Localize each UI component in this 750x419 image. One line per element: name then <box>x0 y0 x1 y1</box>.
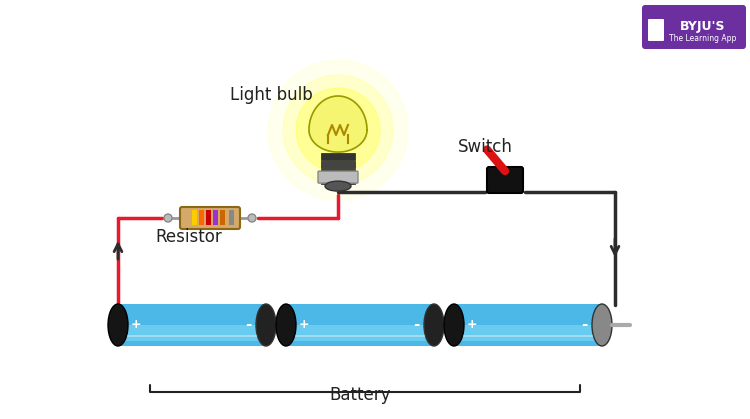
FancyBboxPatch shape <box>458 325 598 341</box>
Text: BYJU'S: BYJU'S <box>680 20 726 33</box>
Bar <box>220 210 224 225</box>
FancyBboxPatch shape <box>283 304 437 346</box>
Bar <box>212 210 217 225</box>
Circle shape <box>296 88 380 172</box>
Text: +: + <box>466 318 477 331</box>
Bar <box>321 169 355 176</box>
FancyBboxPatch shape <box>487 167 523 193</box>
Text: Resistor: Resistor <box>155 228 222 246</box>
FancyBboxPatch shape <box>290 325 430 341</box>
Text: The Learning App: The Learning App <box>669 34 736 42</box>
FancyBboxPatch shape <box>318 171 358 183</box>
Ellipse shape <box>424 304 444 346</box>
FancyBboxPatch shape <box>648 19 664 41</box>
Bar <box>321 161 355 168</box>
Text: Battery: Battery <box>329 386 391 404</box>
Text: +: + <box>298 318 309 331</box>
Bar <box>206 210 211 225</box>
FancyBboxPatch shape <box>115 304 269 346</box>
FancyBboxPatch shape <box>122 325 262 341</box>
Ellipse shape <box>325 181 351 191</box>
FancyBboxPatch shape <box>642 5 746 49</box>
Text: -: - <box>413 318 419 333</box>
Circle shape <box>283 75 393 185</box>
Ellipse shape <box>276 304 296 346</box>
FancyBboxPatch shape <box>180 207 240 229</box>
Circle shape <box>164 214 172 222</box>
Bar <box>191 210 196 225</box>
Bar <box>229 210 233 225</box>
Text: Switch: Switch <box>458 138 513 156</box>
FancyBboxPatch shape <box>451 304 605 346</box>
Circle shape <box>268 60 408 200</box>
Text: -: - <box>580 318 587 333</box>
Text: -: - <box>244 318 251 333</box>
Ellipse shape <box>256 304 276 346</box>
Ellipse shape <box>592 304 612 346</box>
Bar <box>321 177 355 184</box>
Bar <box>321 153 355 160</box>
Ellipse shape <box>108 304 128 346</box>
Circle shape <box>248 214 256 222</box>
Text: +: + <box>130 318 141 331</box>
Ellipse shape <box>444 304 464 346</box>
Polygon shape <box>309 96 367 152</box>
Bar <box>199 210 203 225</box>
Text: Light bulb: Light bulb <box>230 86 313 104</box>
